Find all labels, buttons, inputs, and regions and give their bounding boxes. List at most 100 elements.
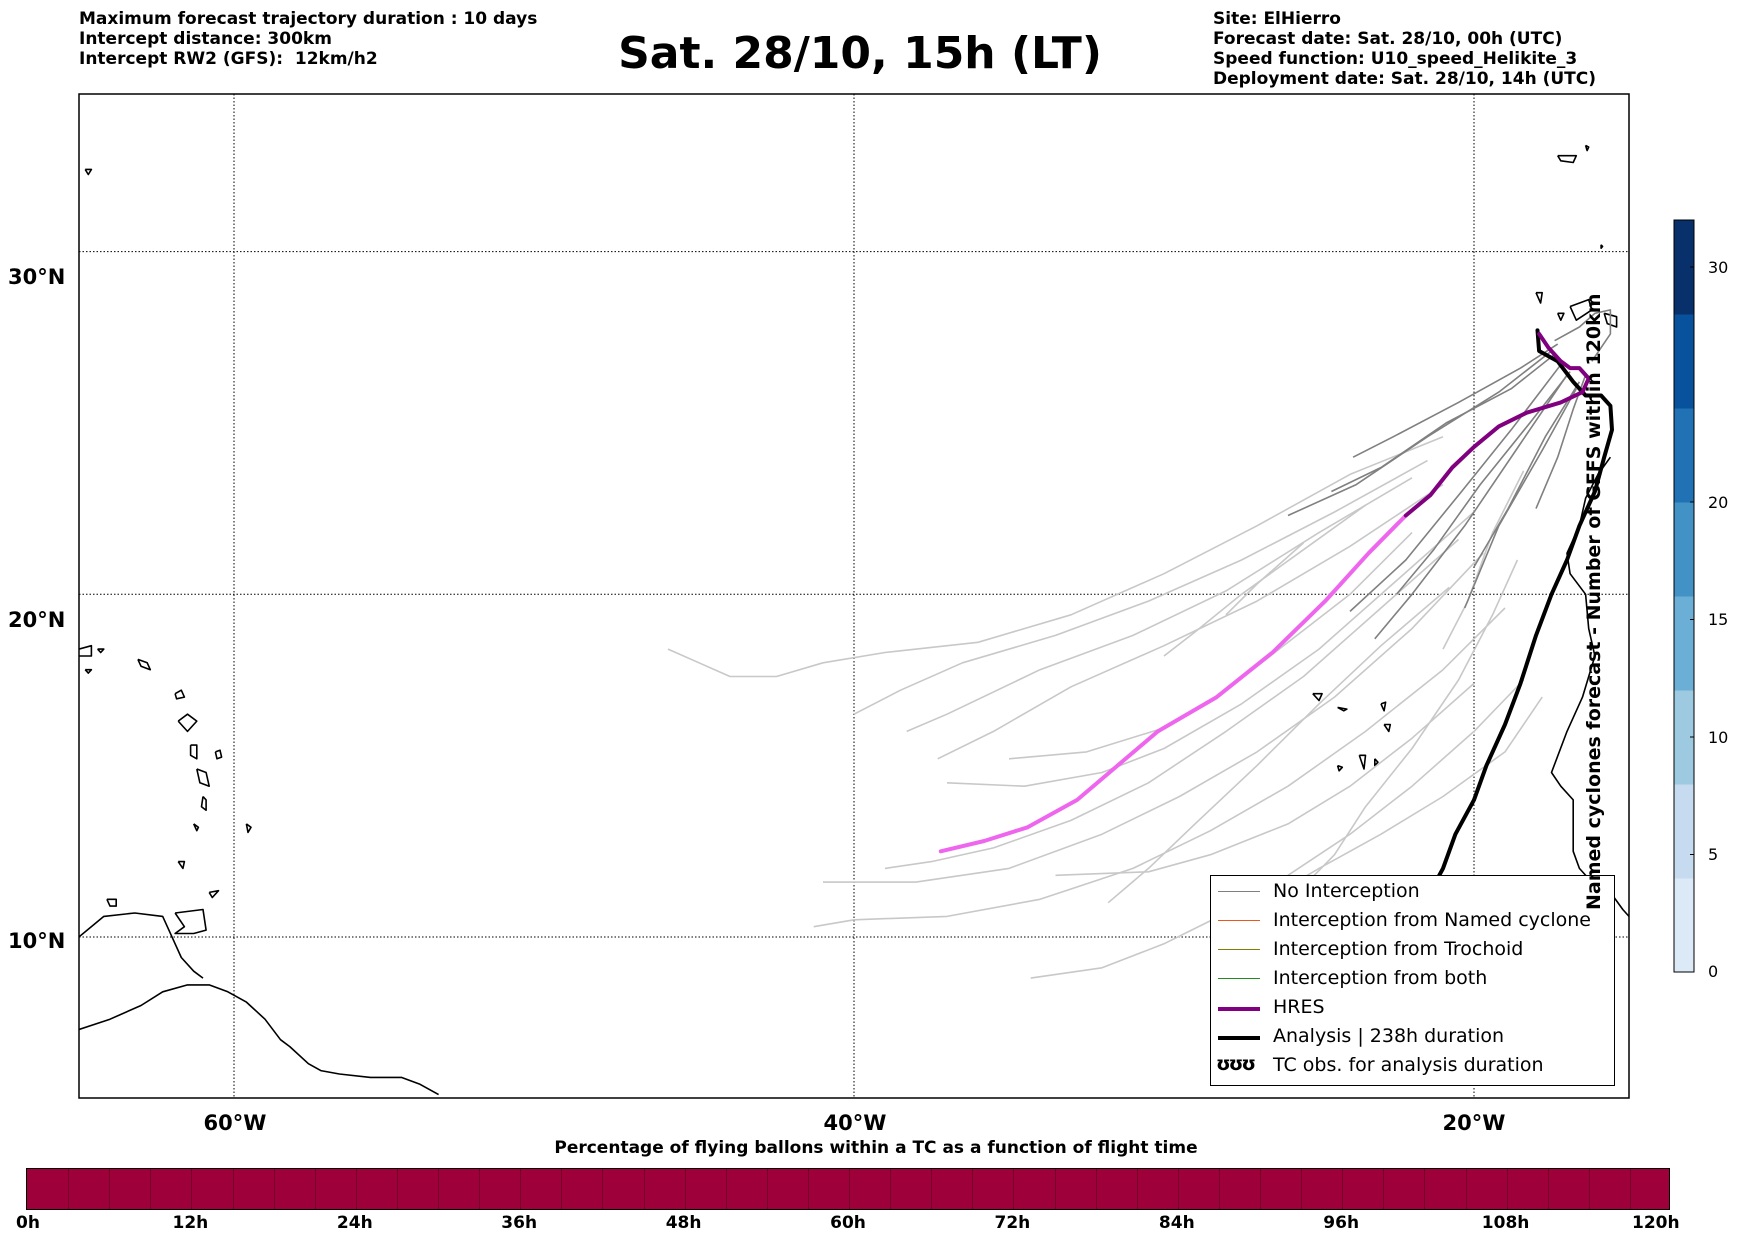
colorbar-division (849, 1169, 850, 1209)
caribbean-island (245, 823, 252, 834)
flight-time-tick-label: 120h (1632, 1213, 1680, 1233)
cyclone-colorbar (1673, 219, 1695, 973)
ensemble-track (1287, 350, 1552, 517)
flight-time-tick-label: 48h (665, 1213, 702, 1233)
cb-tick-15: 15 (1708, 610, 1728, 629)
map-frame (78, 93, 1630, 1099)
colorbar-segment (1674, 878, 1694, 973)
ensemble-track-light (1107, 586, 1450, 904)
colorbar-division (355, 1169, 357, 1209)
colorbar-division (1177, 1169, 1179, 1209)
caribbean-island (177, 860, 186, 870)
legend-label: TC obs. for analysis duration (1273, 1054, 1544, 1076)
legend-label: Interception from Trochoid (1273, 938, 1524, 960)
lat-label-30n: 30°N (8, 265, 65, 289)
lon-label-40w: 40°W (824, 1111, 887, 1135)
colorbar-division (1629, 1169, 1631, 1209)
ensemble-track-light (1225, 542, 1305, 616)
legend-label: HRES (1273, 996, 1325, 1018)
caribbean-island (200, 795, 207, 812)
ensemble-track (1374, 374, 1568, 640)
tc-symbol-icon: ʊʊʊ (1216, 1053, 1256, 1075)
flight-time-colorbar-title: Percentage of flying ballons within a TC… (554, 1138, 1198, 1158)
colorbar-segment (1674, 784, 1694, 879)
legend-swatch (1218, 891, 1260, 892)
flight-time-colorbar (26, 1168, 1670, 1210)
legend-item: Interception from Named cyclone (1211, 907, 1614, 935)
caribbean-island (192, 823, 200, 832)
legend-item: No Interception (1211, 878, 1614, 906)
trajectories (667, 309, 1614, 981)
colorbar-division (1136, 1169, 1138, 1209)
colorbar-division (807, 1169, 809, 1209)
south-america-coastline (79, 984, 439, 1096)
atlantic-island (1556, 312, 1565, 322)
cyclone-colorbar-label: Named cyclones forecast - Number of GEFS… (1583, 293, 1605, 910)
colorbar-division (232, 1169, 234, 1209)
caribbean-island (106, 898, 117, 907)
ensemble-track-light (906, 477, 1413, 733)
colorbar-division (314, 1169, 316, 1209)
colorbar-frame (1673, 219, 1695, 973)
colorbar-division (1383, 1169, 1385, 1209)
flight-time-tick-label: 36h (501, 1213, 538, 1233)
legend-label: Interception from both (1273, 967, 1488, 989)
header-right-line: Site: ElHierro (1213, 9, 1341, 29)
colorbar-division (396, 1169, 398, 1209)
caribbean-island (97, 648, 105, 654)
colorbar-division (479, 1169, 481, 1209)
ensemble-track-light (1055, 682, 1475, 877)
trinidad-coastline (174, 908, 207, 935)
colorbar-division (1506, 1169, 1508, 1209)
colorbar-division (602, 1169, 604, 1209)
lon-label-60w: 60°W (204, 1111, 267, 1135)
colorbar-division (1465, 1169, 1467, 1209)
ensemble-track (1473, 381, 1581, 568)
legend-item: Analysis | 238h duration (1211, 1023, 1614, 1051)
colorbar-division (1095, 1169, 1097, 1209)
legend-item: Interception from Trochoid (1211, 936, 1614, 964)
header-left-info: Maximum forecast trajectory duration : 1… (79, 9, 537, 69)
colorbar-division (273, 1169, 275, 1209)
colorbar-division (1547, 1169, 1549, 1209)
caribbean-island (137, 658, 152, 671)
legend-item: Interception from both (1211, 965, 1614, 993)
ensemble-track-light (946, 511, 1475, 788)
lat-label-10n: 10°N (8, 929, 65, 953)
colorbar-division (150, 1169, 152, 1209)
colorbar-division (1424, 1169, 1426, 1209)
flight-time-tick-label: 84h (1158, 1213, 1195, 1233)
atlantic-island (84, 168, 93, 176)
colorbar-division (1342, 1169, 1344, 1209)
ensemble-track-light (884, 538, 1460, 870)
caribbean-island (189, 744, 198, 760)
header-right-line: Forecast date: Sat. 28/10, 00h (UTC) (1213, 29, 1563, 49)
ensemble-track (1349, 364, 1562, 612)
cape-verde-island (1337, 706, 1348, 712)
ensemble-track-light (1293, 559, 1519, 897)
ensemble-track-light (813, 607, 1506, 928)
colorbar-division (931, 1169, 933, 1209)
header-right-info: Site: ElHierro Forecast date: Sat. 28/10,… (1213, 9, 1596, 89)
cb-tick-20: 20 (1708, 493, 1728, 512)
colorbar-division (725, 1169, 727, 1209)
cape-verde-island (1374, 758, 1379, 767)
atlantic-island (1645, 296, 1664, 313)
atlantic-island (1569, 298, 1593, 322)
hres-track (1403, 331, 1591, 518)
flight-time-tick-label: 24h (336, 1213, 373, 1233)
ensemble-track-light (667, 435, 1444, 678)
caribbean-island (84, 668, 93, 674)
header-left-line: Intercept RW2 (GFS): 12km/h2 (79, 49, 378, 69)
caribbean-island (196, 768, 210, 788)
flight-time-tick-label: 12h (172, 1213, 209, 1233)
caribbean-island (214, 749, 223, 760)
cape-verde-island (1380, 701, 1387, 712)
colorbar-division (1013, 1169, 1015, 1209)
colorbar-division (684, 1169, 686, 1209)
colorbar-division (972, 1169, 974, 1209)
cb-tick-10: 10 (1708, 728, 1728, 747)
ensemble-track (1463, 388, 1578, 609)
colorbar-division (1218, 1169, 1220, 1209)
colorbar-division (766, 1169, 768, 1209)
